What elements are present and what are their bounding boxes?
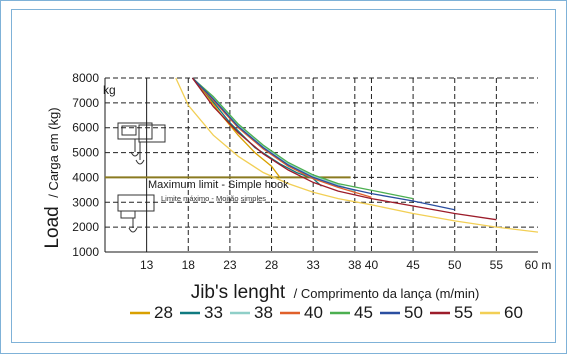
legend: 28 33 38 40 45 50 55 60 — [130, 303, 523, 322]
svg-text:Load / Carga em (kg): Load / Carga em (kg) — [42, 107, 63, 248]
series-lines — [175, 77, 539, 233]
series-line-45 — [191, 77, 414, 200]
legend-label-28: 28 — [154, 303, 173, 322]
x-tick-labels: 13 18 23 28 33 38 40 45 50 55 60 m — [140, 258, 551, 272]
legend-label-40: 40 — [304, 303, 323, 322]
chart-frame — [11, 9, 556, 343]
axes — [104, 78, 538, 253]
y-tick-labels: 1000 2000 3000 4000 5000 6000 7000 8000 — [72, 71, 99, 259]
x-tick-label: 45 — [406, 258, 420, 272]
y-tick-label: 7000 — [72, 96, 99, 110]
max-limit-annotation: Maximum limit - Simple hook — [148, 179, 289, 191]
x-tick-label: 55 — [490, 258, 504, 272]
y-tick-label: 3000 — [72, 195, 99, 209]
series-line-38 — [191, 77, 356, 192]
max-limit-annotation-sub: Limite máximo - Moitão simples — [161, 194, 266, 203]
x-tick-label: 38 — [348, 258, 362, 272]
series-line-55 — [191, 77, 497, 221]
series-line-50 — [191, 77, 455, 211]
series-line-40 — [191, 77, 372, 198]
hoist-double-hook-icon — [117, 122, 166, 165]
x-tick-label: 50 — [448, 258, 462, 272]
y-axis-title-main: Load — [42, 206, 63, 248]
y-tick-label: 5000 — [72, 146, 99, 160]
x-tick-label: 13 — [140, 258, 154, 272]
y-tick-label: 6000 — [72, 121, 99, 135]
x-tick-label: 18 — [182, 258, 196, 272]
legend-label-38: 38 — [254, 303, 273, 322]
y-axis-title: Load / Carga em (kg) — [42, 107, 63, 248]
y-axis-title-sub: / Carga em (kg) — [46, 107, 61, 197]
y-tick-label: 2000 — [72, 220, 99, 234]
x-tick-label: 40 — [365, 258, 379, 272]
y-tick-label: 1000 — [72, 245, 99, 259]
x-tick-label: 23 — [223, 258, 237, 272]
series-line-60 — [175, 77, 539, 233]
y-tick-label: 8000 — [72, 71, 99, 85]
hoist-simple-hook-icon — [117, 194, 155, 233]
legend-label-33: 33 — [204, 303, 223, 322]
y-tick-label: 4000 — [72, 170, 99, 184]
x-axis-title-main: Jib's lenght — [191, 282, 286, 303]
x-axis-title: Jib's lenght / Comprimento da lança (m/m… — [191, 282, 480, 303]
y-unit-label: kg — [103, 83, 116, 97]
x-tick-label: 33 — [306, 258, 320, 272]
legend-label-55: 55 — [454, 303, 473, 322]
x-tick-label: 28 — [265, 258, 279, 272]
x-tick-label: 60 m — [525, 258, 552, 272]
grid-lines — [105, 77, 538, 252]
legend-label-50: 50 — [404, 303, 423, 322]
series-line-28 — [191, 77, 281, 178]
x-axis-title-sub: / Comprimento da lança (m/min) — [294, 286, 480, 301]
legend-label-45: 45 — [354, 303, 373, 322]
legend-label-60: 60 — [504, 303, 523, 322]
